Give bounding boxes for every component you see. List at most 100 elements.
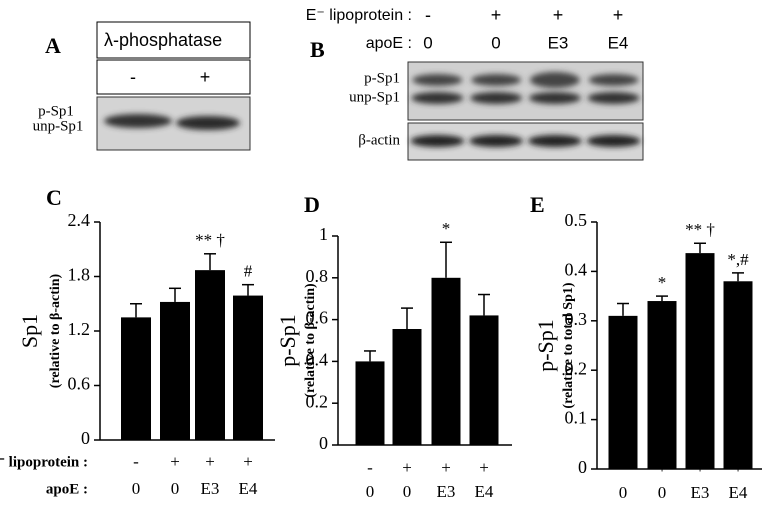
x-tick-label: 0 [132,479,141,498]
x-tick-label: + [733,458,743,477]
band [586,135,641,147]
lane-label: + [613,5,624,25]
band [588,74,639,86]
y-tick-label: 0.3 [565,309,588,329]
band [587,92,640,104]
row-label: E⁻ lipoprotein : [306,7,412,24]
band-label: unp-Sp1 [33,118,84,134]
band [471,74,522,86]
row-label: E⁻ lipoprotein : [0,454,88,470]
x-tick-label: 0 [366,482,375,501]
significance-label: ** † [195,231,225,250]
bar [355,361,385,445]
lane-label: + [200,67,211,87]
x-tick-label: + [657,458,667,477]
lane-label: E3 [548,33,569,52]
y-tick-label: 0.1 [565,408,588,428]
x-tick-label: + [695,458,705,477]
treatment-box [96,21,251,59]
bar [685,253,715,469]
lane-label: - [130,67,136,87]
band [469,135,524,147]
bar [647,301,677,469]
x-tick-label: - [133,452,139,471]
y-axis-title: Sp1 [17,314,42,348]
band-label: p-Sp1 [364,70,400,86]
significance-label: # [244,262,253,281]
lane-box [96,59,251,95]
band [411,92,464,104]
bar [392,329,422,445]
x-tick-label: + [170,452,180,471]
band [529,72,580,88]
y-tick-label: 0.4 [565,260,588,280]
y-tick-label: 1.2 [68,319,91,339]
band-label: β-actin [358,132,400,148]
row-label: apoE : [46,481,88,497]
y-tick-label: 1.8 [68,265,91,285]
x-tick-label: + [243,452,253,471]
bar [608,315,638,469]
band [410,135,465,147]
significance-label: ** † [685,220,715,239]
x-tick-label: E4 [239,479,258,498]
x-tick-label: E3 [201,479,220,498]
y-tick-label: 1 [319,224,328,244]
x-tick-label: E3 [437,482,456,501]
blot [407,61,644,121]
band-label: p-Sp1 [38,103,74,119]
x-tick-label: 0 [619,483,628,502]
y-tick-label: 0.5 [565,210,588,230]
x-tick-label: + [441,458,451,477]
y-tick-label: 0.6 [306,308,329,328]
lane-label: + [553,5,564,25]
y-tick-label: 0 [319,433,328,453]
lane-label: 0 [423,33,432,52]
bar [431,277,461,445]
bar [160,301,190,440]
y-axis-title: p-Sp1 [275,314,300,367]
x-tick-label: 0 [658,483,667,502]
y-axis-title: p-Sp1 [533,319,558,372]
y-tick-label: 0.2 [565,358,588,378]
x-tick-label: - [620,458,626,477]
significance-label: *,# [727,250,749,269]
y-tick-label: 0.8 [306,266,329,286]
y-tick-label: 0 [81,428,90,448]
panel-letter: A [45,33,61,58]
y-tick-label: 0 [578,457,587,477]
y-tick-label: 0.4 [306,350,329,370]
bar [233,295,263,440]
treatment-label: λ-phosphatase [104,30,222,50]
x-tick-label: + [205,452,215,471]
y-axis-subtitle: (relative to total Sp1) [561,282,576,408]
panel-letter: B [310,37,325,62]
lane-label: - [425,5,431,25]
panel-letter: D [304,192,320,217]
x-tick-label: E4 [729,483,748,502]
y-axis-subtitle: (relative to β-actin) [48,273,63,388]
bar [723,281,753,469]
y-axis-subtitle: (relative to β-actin) [303,283,318,398]
x-tick-label: E4 [475,482,494,501]
bar [121,317,151,440]
band [176,116,240,130]
y-tick-label: 0.2 [306,391,329,411]
significance-label: * [442,219,451,238]
significance-label: * [658,273,667,292]
x-tick-label: + [479,458,489,477]
x-tick-label: E3 [691,483,710,502]
x-tick-label: + [402,458,412,477]
band [412,74,463,86]
lane-label: 0 [491,33,500,52]
lane-label: E4 [608,33,629,52]
band [104,114,172,128]
y-tick-label: 0.6 [68,374,91,394]
band [470,92,523,104]
bar [195,270,225,440]
band-label: unp-Sp1 [349,89,400,105]
band [528,92,581,104]
y-tick-label: 2.4 [68,210,91,230]
panel-letter: C [46,185,62,210]
